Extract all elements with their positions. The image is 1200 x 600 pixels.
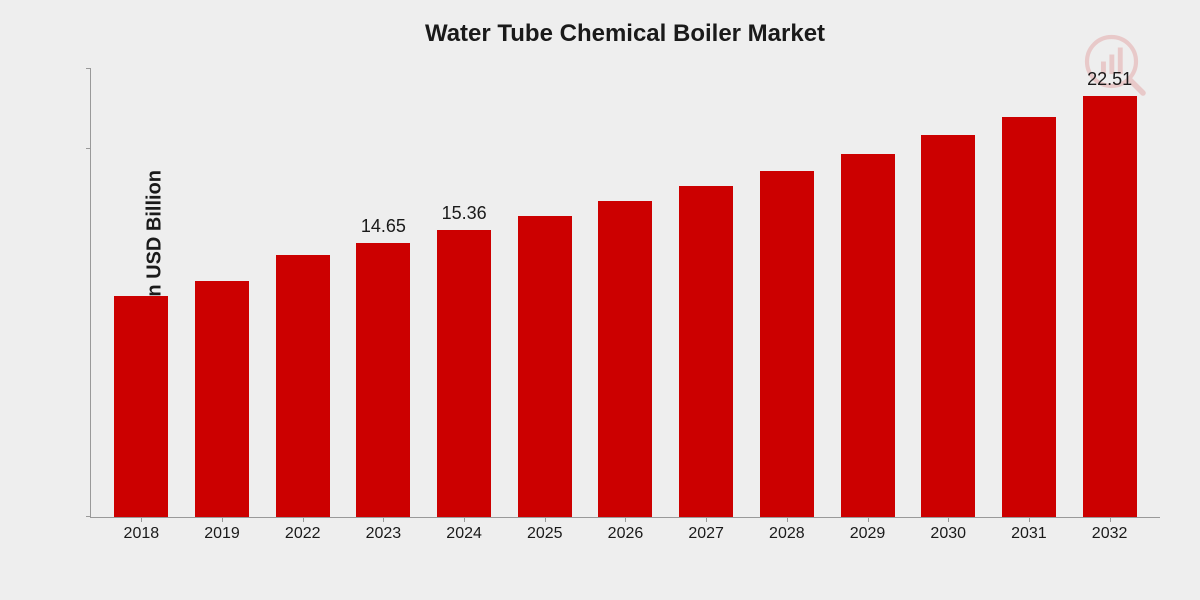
x-tick-label: 2027 — [666, 525, 747, 543]
bar-group: 15.362024 — [424, 68, 505, 517]
x-tick-label: 2026 — [585, 525, 666, 543]
x-tick-mark — [1029, 517, 1030, 522]
bar — [598, 201, 652, 517]
x-tick-mark — [787, 517, 788, 522]
x-tick-mark — [1110, 517, 1111, 522]
bar — [437, 230, 491, 517]
bar-group: 2027 — [666, 68, 747, 517]
bar-group: 2018 — [101, 68, 182, 517]
x-tick-mark — [141, 517, 142, 522]
bar — [679, 186, 733, 517]
x-tick-mark — [383, 517, 384, 522]
x-tick-mark — [868, 517, 869, 522]
x-tick-label: 2032 — [1069, 525, 1150, 543]
x-tick-label: 2019 — [182, 525, 263, 543]
bar-value-label: 15.36 — [442, 203, 487, 224]
chart-title: Water Tube Chemical Boiler Market — [90, 20, 1160, 48]
bar — [760, 171, 814, 517]
bar — [921, 135, 975, 517]
bar — [356, 243, 410, 517]
bar-group: 14.652023 — [343, 68, 424, 517]
bar-group: 2029 — [827, 68, 908, 517]
x-tick-mark — [948, 517, 949, 522]
bar — [1083, 96, 1137, 517]
x-tick-mark — [464, 517, 465, 522]
bar-group: 2022 — [262, 68, 343, 517]
x-tick-label: 2028 — [747, 525, 828, 543]
bar-group: 22.512032 — [1069, 68, 1150, 517]
bar-group: 2026 — [585, 68, 666, 517]
bar-value-label: 14.65 — [361, 216, 406, 237]
bar-group: 2030 — [908, 68, 989, 517]
x-tick-mark — [222, 517, 223, 522]
bar-group: 2019 — [182, 68, 263, 517]
bar — [1002, 117, 1056, 517]
x-tick-label: 2025 — [504, 525, 585, 543]
x-tick-label: 2018 — [101, 525, 182, 543]
bar — [114, 296, 168, 517]
x-tick-label: 2030 — [908, 525, 989, 543]
chart-container: Water Tube Chemical Boiler Market Market… — [0, 0, 1200, 600]
x-tick-label: 2023 — [343, 525, 424, 543]
x-tick-label: 2029 — [827, 525, 908, 543]
bar-value-label: 22.51 — [1087, 69, 1132, 90]
x-tick-mark — [545, 517, 546, 522]
bar — [518, 216, 572, 517]
x-tick-label: 2022 — [262, 525, 343, 543]
bars-wrap: 20182019202214.65202315.3620242025202620… — [91, 68, 1160, 517]
x-tick-label: 2031 — [989, 525, 1070, 543]
bar-group: 2025 — [504, 68, 585, 517]
x-tick-mark — [303, 517, 304, 522]
x-tick-mark — [625, 517, 626, 522]
x-tick-mark — [706, 517, 707, 522]
bar — [276, 255, 330, 517]
x-tick-label: 2024 — [424, 525, 505, 543]
bar-group: 2028 — [747, 68, 828, 517]
bar-group: 2031 — [989, 68, 1070, 517]
bar — [195, 281, 249, 517]
bar — [841, 154, 895, 517]
plot-area: 20182019202214.65202315.3620242025202620… — [90, 68, 1160, 518]
